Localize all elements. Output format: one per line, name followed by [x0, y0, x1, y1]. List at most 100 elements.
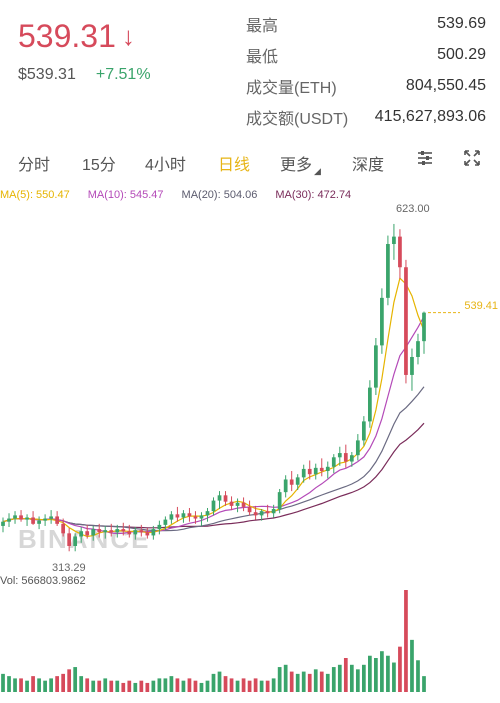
candle-body [355, 440, 360, 456]
volume-bar [289, 671, 294, 692]
volume-bar [103, 678, 108, 692]
candle-body [398, 236, 402, 268]
volume-bar [169, 676, 174, 692]
volume-bar [193, 680, 198, 692]
candle-body [337, 453, 342, 458]
ma-legend: MA(5): 550.47 MA(10): 545.47 MA(20): 504… [0, 189, 351, 201]
high-marker: 623.00 [396, 203, 430, 215]
candle-body [79, 531, 84, 537]
volume-bar [175, 678, 180, 692]
candle-body [307, 468, 312, 475]
volume-bar [283, 664, 288, 692]
dropdown-triangle-icon: ◢ [314, 166, 321, 176]
tab-daily[interactable]: 日线 [218, 157, 251, 174]
candle-body [247, 506, 252, 513]
volume-bar [31, 676, 35, 692]
last-price-marker: 539.41 [464, 300, 498, 312]
candle-body [259, 511, 264, 516]
volume-bar [121, 682, 126, 692]
volume-bar [163, 678, 168, 692]
stats-panel: 最高 539.69 最低 500.29 成交量(ETH) 804,550.45 … [246, 8, 486, 132]
volume-bar [331, 667, 336, 692]
volume-bar [43, 680, 47, 692]
volume-bar [7, 676, 11, 692]
volume-bar [37, 678, 41, 692]
candle-body [133, 530, 138, 535]
volume-bar [295, 673, 300, 692]
volume-bar [205, 680, 210, 692]
candle-body [175, 514, 180, 518]
candle-body [283, 479, 288, 493]
ma20-line [2, 386, 425, 532]
candle-body [211, 500, 216, 512]
last-price-value: 539.31 [18, 18, 116, 54]
stat-value: 804,550.45 [405, 76, 486, 94]
ma30-value: MA(30): 472.74 [275, 189, 352, 201]
candle-body [265, 511, 270, 514]
volume-bar [319, 671, 324, 692]
volume-bar [19, 678, 23, 692]
ma10-value: MA(10): 545.47 [87, 189, 164, 201]
volume-bar [199, 682, 204, 692]
volume-bar [307, 673, 312, 692]
candle-body [157, 524, 162, 530]
candle-body [295, 477, 300, 485]
volume-bar [49, 678, 53, 692]
tab-4h[interactable]: 4小时 [145, 157, 186, 174]
stat-label: 最高 [246, 17, 279, 35]
candle-body [31, 517, 35, 524]
candle-body [67, 533, 72, 546]
volume-bar [157, 678, 162, 692]
volume-bar [265, 680, 270, 692]
tab-more[interactable]: 更多 ◢ [280, 151, 321, 177]
candle-body [241, 502, 246, 507]
candle-body [115, 529, 120, 533]
tab-more-label: 更多 [280, 157, 313, 174]
volume-bar [325, 673, 330, 692]
candle-body [289, 479, 294, 485]
tab-depth[interactable]: 深度 [352, 157, 385, 174]
candle-body [301, 468, 306, 478]
stat-high: 最高 539.69 [246, 8, 486, 39]
volume-bar [13, 678, 17, 692]
volume-bar [361, 664, 366, 692]
volume-bar [109, 680, 114, 692]
candle-body [380, 297, 384, 346]
volume-bar [127, 680, 132, 692]
volume-bar [217, 671, 222, 692]
binance-watermark: BINANCE [18, 524, 151, 554]
fullscreen-icon[interactable] [463, 149, 481, 172]
stat-label: 成交量(ETH) [246, 79, 337, 97]
candle-body [187, 513, 192, 517]
volume-bar [349, 664, 354, 692]
candle-body [223, 495, 228, 502]
volume-bar [55, 676, 59, 692]
candle-body [253, 512, 258, 516]
candle-body [392, 236, 396, 245]
tab-timeshare[interactable]: 分时 [18, 157, 51, 174]
volume-bar [422, 676, 426, 692]
candle-body [277, 492, 282, 510]
volume-bar [61, 673, 66, 692]
tab-15m[interactable]: 15分 [82, 157, 116, 174]
volume-bar [277, 667, 282, 692]
candle-body [229, 501, 234, 506]
candle-body [313, 467, 318, 475]
stat-value: 415,627,893.06 [374, 107, 486, 125]
candle-body [103, 530, 108, 533]
ticker-header: 539.31 ↓ $539.31 +7.51% 最高 539.69 最低 500… [0, 0, 500, 130]
candle-body [163, 519, 168, 525]
candle-body [205, 511, 210, 516]
volume-bar [133, 682, 138, 692]
volume-bar [380, 651, 384, 692]
candle-body [55, 516, 59, 524]
candle-body [416, 341, 420, 357]
volume-bar [211, 673, 216, 692]
volume-bar [25, 680, 29, 692]
candle-body [199, 515, 204, 519]
settings-sliders-icon[interactable] [416, 149, 434, 172]
ma5-value: MA(5): 550.47 [0, 189, 70, 201]
change-percent: +7.51% [95, 66, 151, 83]
price-usd: $539.31 [18, 66, 76, 83]
